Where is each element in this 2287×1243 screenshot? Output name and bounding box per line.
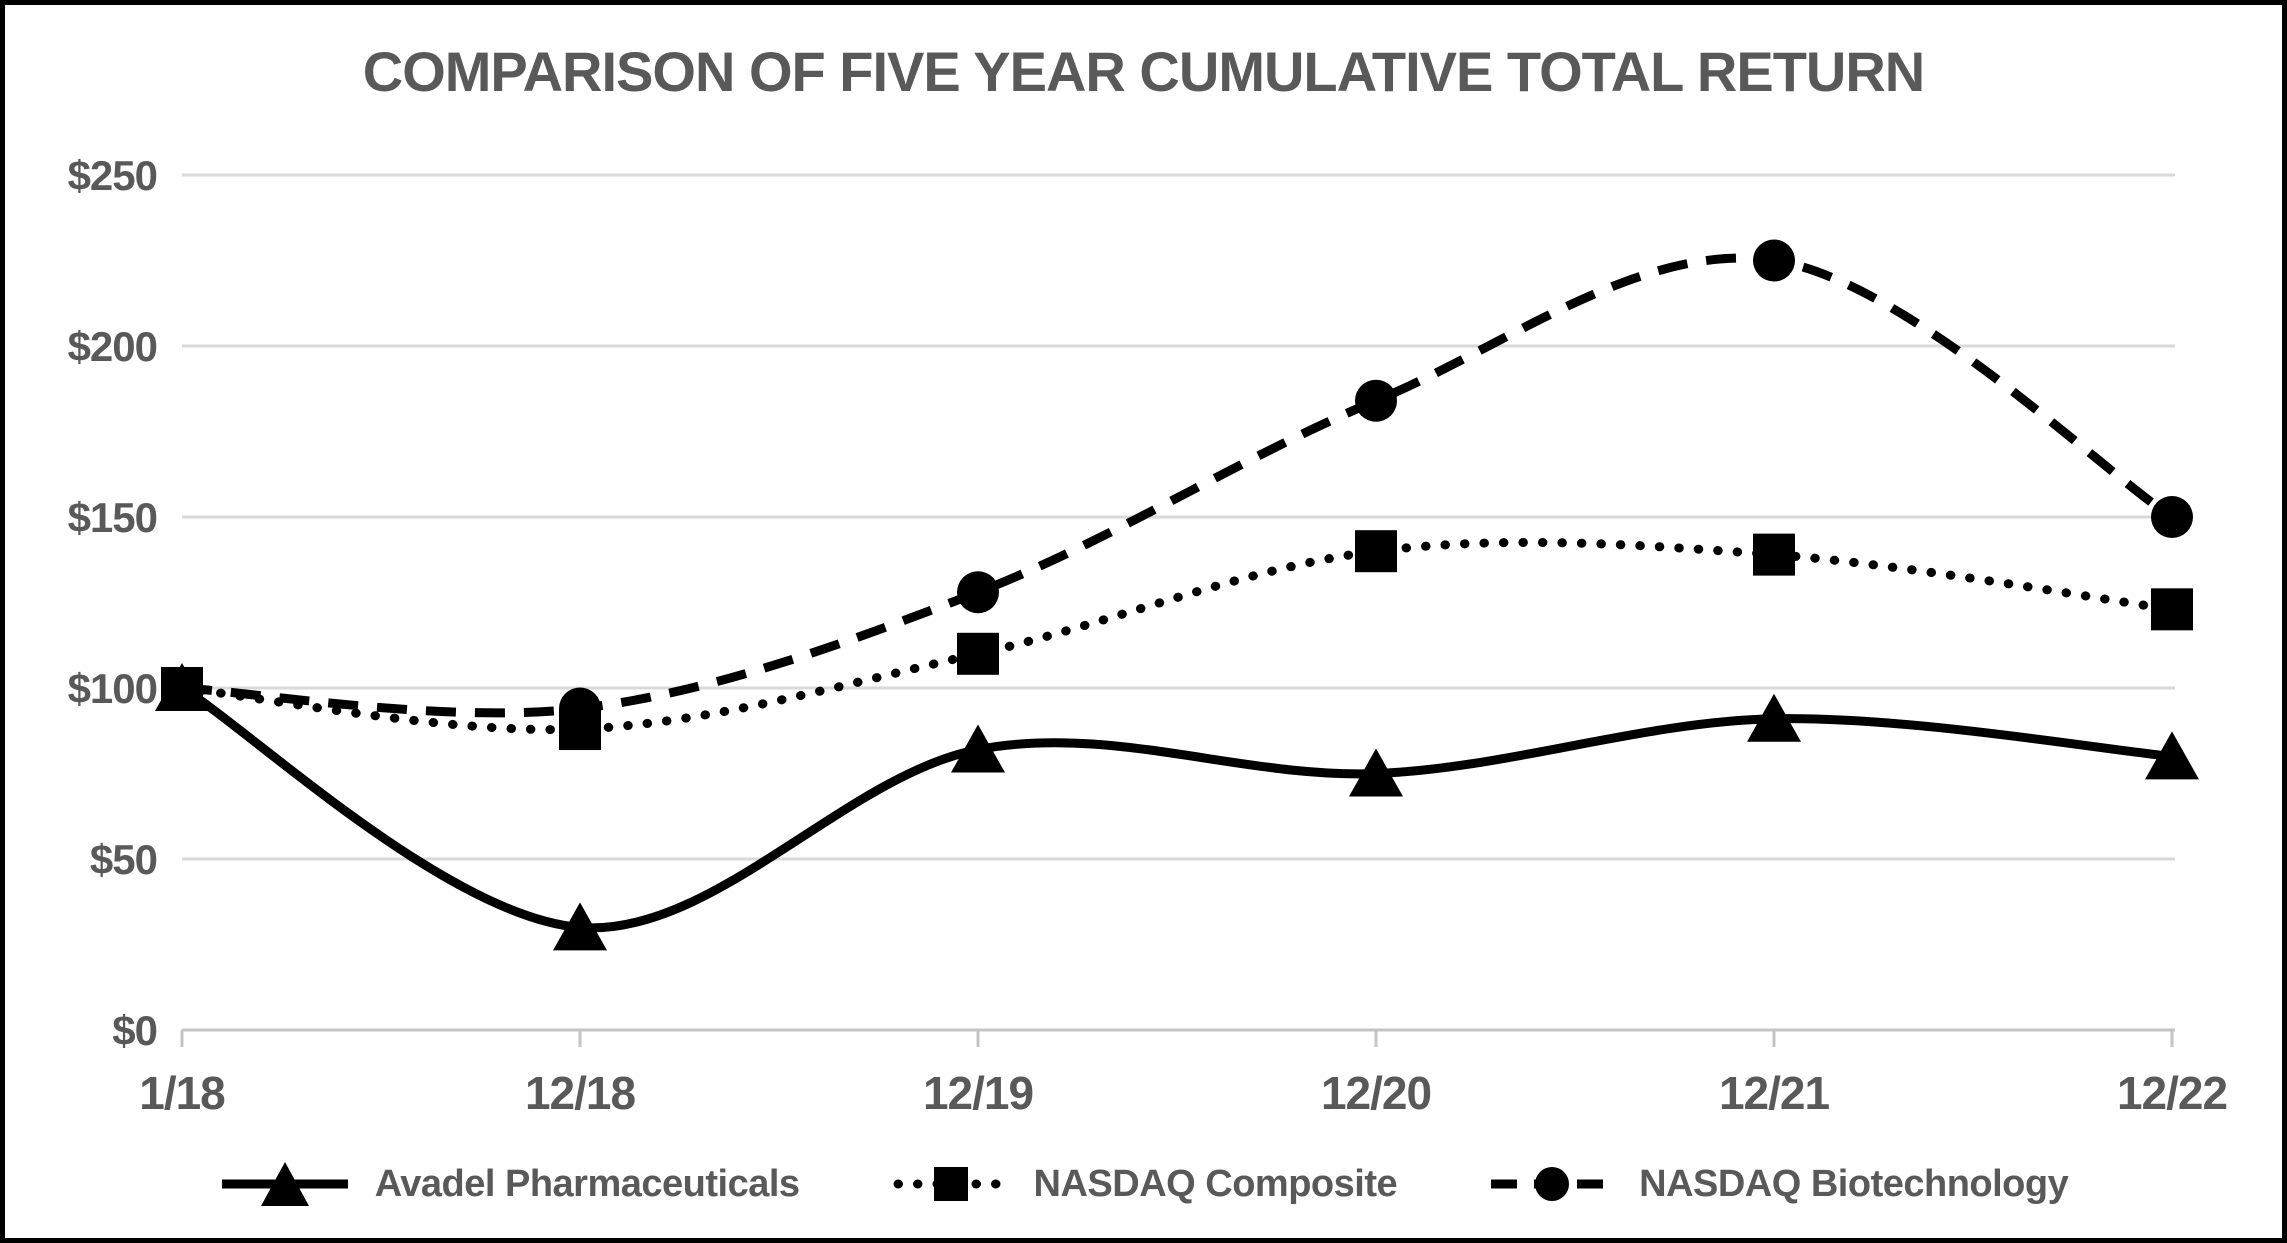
series-line-avadel-pharmaceuticals: [179, 684, 2173, 933]
x-axis-tick-label: 12/22: [2117, 1067, 2227, 1119]
marker-triangle-avadel-pharmaceuticals: [1747, 693, 1801, 742]
y-axis-tick-label: $100: [68, 665, 157, 712]
x-axis-tick-label: 12/18: [525, 1067, 636, 1119]
legend: Avadel Pharmaceuticals NASDAQ Composite …: [5, 1155, 2282, 1213]
marker-circle-nasdaq-biotechnology: [1355, 379, 1397, 422]
marker-square-nasdaq-composite: [1355, 530, 1397, 573]
marker-square-nasdaq-composite: [161, 667, 203, 709]
chart-title: COMPARISON OF FIVE YEAR CUMULATIVE TOTAL…: [362, 40, 1926, 103]
marker-circle-nasdaq-biotechnology: [957, 571, 999, 614]
legend-label-nasdaq-composite: NASDAQ Composite: [1033, 1162, 1398, 1205]
legend-item-nasdaq-biotechnology: NASDAQ Biotechnology: [1489, 1155, 2069, 1213]
series-line-nasdaq-biotechnology: [181, 253, 2175, 718]
marker-square-nasdaq-composite: [1753, 533, 1795, 576]
marker-square-nasdaq-composite: [559, 708, 601, 751]
y-axis-tick-label: $0: [112, 1007, 157, 1054]
marker-triangle-avadel-pharmaceuticals: [2145, 731, 2199, 780]
marker-triangle-avadel-pharmaceuticals: [951, 724, 1005, 773]
marker-triangle-avadel-pharmaceuticals: [1349, 748, 1403, 797]
legend-label-avadel: Avadel Pharmaceuticals: [374, 1162, 800, 1205]
x-axis-tick-label: 12/21: [1719, 1067, 1830, 1119]
y-axis-tick-label: $200: [68, 323, 157, 370]
legend-item-nasdaq-composite: NASDAQ Composite: [892, 1155, 1398, 1213]
dotted-line-square-marker-icon: [893, 1167, 1010, 1201]
y-axis-tick-label: $150: [68, 494, 157, 541]
legend-item-avadel-pharmaceuticals: Avadel Pharmaceuticals: [219, 1155, 800, 1213]
marker-circle-nasdaq-biotechnology: [2151, 496, 2193, 538]
solid-line-triangle-marker-icon: [221, 1162, 348, 1206]
x-axis-tick-label: 12/20: [1321, 1067, 1431, 1119]
y-axis-tick-label: $50: [90, 836, 157, 883]
series-line-nasdaq-composite: [177, 537, 2177, 735]
marker-square-nasdaq-composite: [957, 632, 999, 675]
marker-square-nasdaq-composite: [2151, 588, 2193, 631]
legend-label-nasdaq-biotechnology: NASDAQ Biotechnology: [1639, 1162, 2069, 1205]
plot-area: $0 $50 $100 $150 $200 $250 1/18 12/18 12/19 12/20…: [68, 152, 2229, 1119]
y-axis-tick-label: $250: [68, 152, 157, 199]
marker-triangle-avadel-pharmaceuticals: [553, 902, 607, 951]
marker-circle-nasdaq-biotechnology: [1753, 239, 1795, 282]
x-axis-tick-label: 1/18: [139, 1067, 225, 1119]
x-axis-tick-label: 12/19: [923, 1067, 1033, 1119]
dashed-line-circle-marker-icon: [1491, 1167, 1614, 1201]
